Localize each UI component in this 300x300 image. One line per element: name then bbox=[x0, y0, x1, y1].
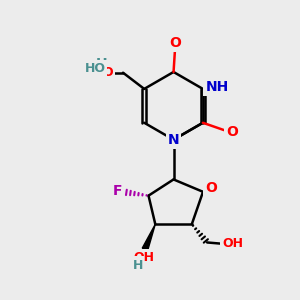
Text: N: N bbox=[168, 133, 179, 147]
Text: OH: OH bbox=[133, 251, 154, 264]
Text: H: H bbox=[96, 58, 108, 71]
Text: NH: NH bbox=[206, 80, 229, 94]
Text: O: O bbox=[102, 66, 113, 79]
Text: O: O bbox=[169, 35, 181, 50]
Text: O: O bbox=[226, 124, 238, 139]
Text: OH: OH bbox=[222, 237, 243, 250]
Text: HO: HO bbox=[85, 62, 106, 75]
Polygon shape bbox=[142, 224, 155, 250]
Text: F: F bbox=[112, 184, 122, 198]
Text: H: H bbox=[132, 259, 143, 272]
Text: O: O bbox=[205, 181, 217, 195]
Text: H: H bbox=[132, 258, 142, 271]
